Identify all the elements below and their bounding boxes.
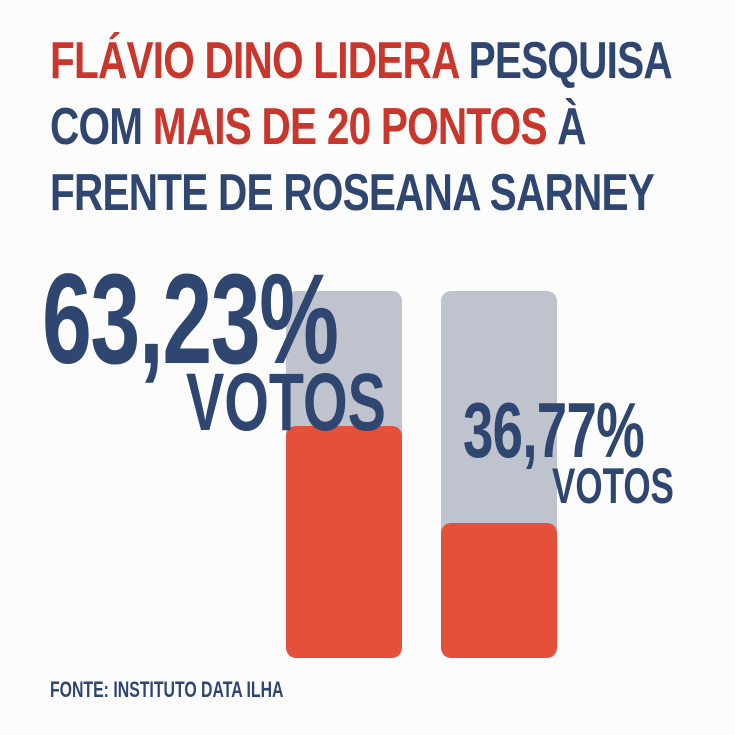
headline-text: À (546, 98, 586, 156)
bar-1 (286, 426, 402, 658)
value-label-1: 63,23% (42, 248, 339, 391)
bar-2 (441, 523, 557, 658)
source-note: FONTE: INSTITUTO DATA ILHA (50, 677, 284, 702)
headline-text: PESQUISA (458, 32, 673, 90)
headline-highlight: MAIS DE 20 PONTOS (152, 98, 548, 156)
headline-text: COM (50, 98, 153, 156)
value-label-2: 36,77% (463, 386, 645, 474)
headline-text: FRENTE DE ROSEANA SARNEY (50, 164, 655, 222)
headline-line-2: COM MAIS DE 20 PONTOS À (50, 94, 587, 160)
headline: FLÁVIO DINO LIDERA PESQUISA COM MAIS DE … (50, 28, 673, 226)
bar-track-2 (441, 291, 557, 658)
unit-label-1: VOTOS (186, 357, 386, 448)
bar-track-1 (286, 291, 402, 658)
unit-label-2: VOTOS (552, 458, 674, 514)
headline-highlight: FLÁVIO DINO LIDERA (50, 32, 459, 90)
headline-line-1: FLÁVIO DINO LIDERA PESQUISA (50, 28, 673, 94)
headline-line-3: FRENTE DE ROSEANA SARNEY (50, 160, 655, 226)
